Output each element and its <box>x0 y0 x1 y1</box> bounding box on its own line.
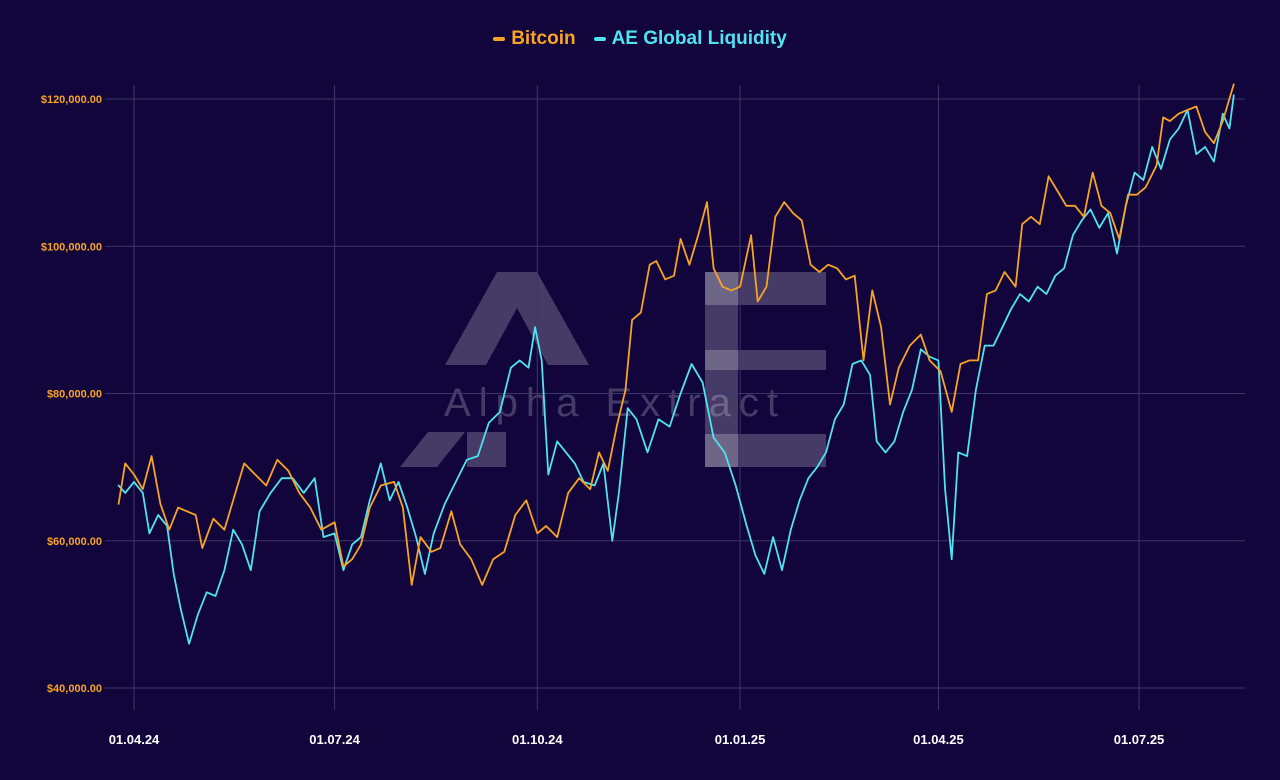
legend-label-liquidity: AE Global Liquidity <box>611 28 787 49</box>
legend-swatch-bitcoin <box>493 37 506 41</box>
grid <box>105 85 1245 710</box>
ytick-label: $100,000.00 <box>41 241 102 253</box>
xtick-label: 01.07.25 <box>1114 732 1165 747</box>
watermark-text: Alpha Extract <box>444 381 786 425</box>
ytick-label: $80,000.00 <box>47 389 102 401</box>
series-line-liquidity <box>117 94 1235 645</box>
x-axis: 01.04.24 01.07.24 01.10.24 01.01.25 01.04.25… <box>109 732 1165 747</box>
legend-label-bitcoin: Bitcoin <box>511 28 576 49</box>
ytick-label: $60,000.00 <box>47 536 102 548</box>
xtick-label: 01.04.25 <box>913 732 964 747</box>
legend-item-bitcoin[interactable]: Bitcoin <box>493 28 576 50</box>
ytick-label: $120,000.00 <box>41 94 102 106</box>
xtick-label: 01.01.25 <box>715 732 766 747</box>
xtick-label: 01.10.24 <box>512 732 563 747</box>
watermark-logo: Alpha Extract <box>400 272 826 467</box>
legend-swatch-liquidity <box>593 37 606 41</box>
series-line-bitcoin <box>117 83 1235 586</box>
xtick-label: 01.04.24 <box>109 732 160 747</box>
xtick-label: 01.07.24 <box>309 732 360 747</box>
legend: Bitcoin AE Global Liquidity <box>0 28 1280 50</box>
y-axis: $40,000.00 $60,000.00 $80,000.00 $100,000.0… <box>41 94 102 695</box>
ytick-label: $40,000.00 <box>47 683 102 695</box>
legend-item-liquidity[interactable]: AE Global Liquidity <box>593 28 787 50</box>
series-group <box>117 83 1235 645</box>
